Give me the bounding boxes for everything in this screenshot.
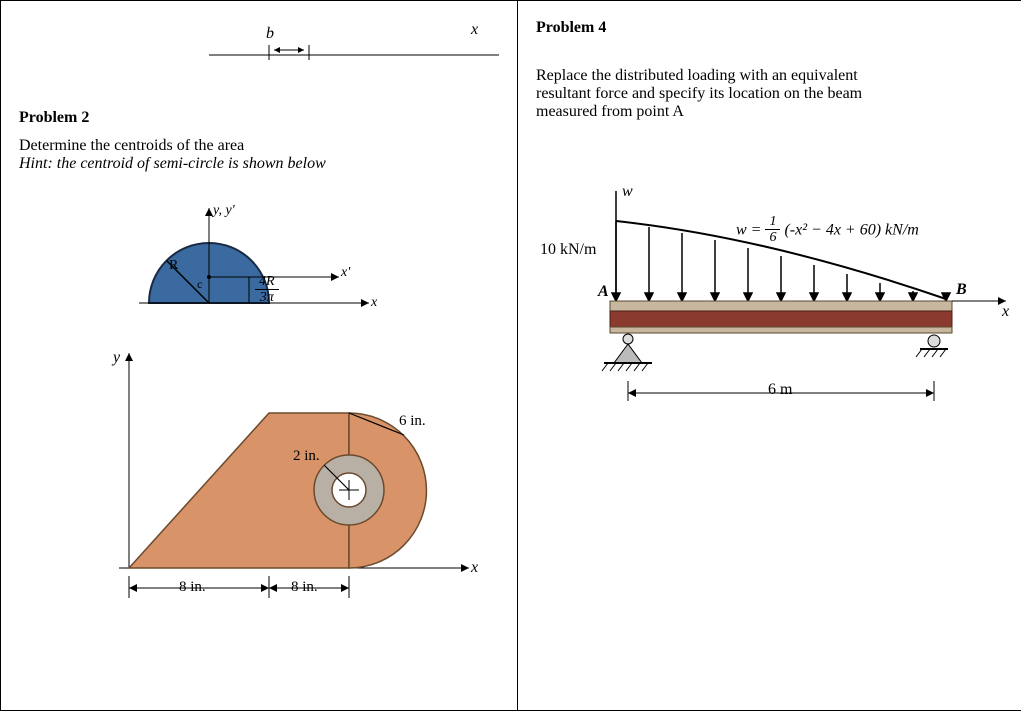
frac-den: 3π bbox=[255, 290, 279, 307]
centroid-fraction: 4R 3π bbox=[255, 275, 279, 307]
six-in-label: 6 in. bbox=[399, 413, 426, 430]
formula-rest: (-x² − 4x + 60) kN/m bbox=[784, 222, 918, 239]
problem4-title: Problem 4 bbox=[536, 19, 1016, 37]
y-label: y bbox=[113, 349, 120, 367]
frac-num: 4R bbox=[255, 275, 279, 290]
shape-svg bbox=[69, 343, 489, 623]
composite-shape-figure: y x 2 in. 6 in. 8 in. 8 in. bbox=[69, 343, 489, 623]
eight-in-right: 8 in. bbox=[291, 579, 318, 596]
x-beam-label: x bbox=[1002, 303, 1009, 321]
beam-figure: w 10 kN/m w = 1 6 (-x² − 4x + 60) kN/m A… bbox=[536, 181, 1016, 441]
hole-radius-label: 2 in. bbox=[293, 448, 320, 465]
formula-prefix: w = bbox=[736, 222, 765, 239]
problem2-hint: Hint: the centroid of semi-circle is sho… bbox=[19, 155, 499, 173]
x-semicircle-label: x bbox=[371, 295, 377, 311]
right-column: Problem 4 Replace the distributed loadin… bbox=[517, 0, 1021, 711]
xprime-label: x' bbox=[341, 265, 350, 281]
eight-in-left: 8 in. bbox=[179, 579, 206, 596]
w-label: w bbox=[622, 183, 633, 201]
formula: w = 1 6 (-x² − 4x + 60) kN/m bbox=[736, 215, 919, 247]
problem4-line2: resultant force and specify its location… bbox=[536, 85, 1016, 103]
six-m-label: 6 m bbox=[768, 381, 792, 399]
R-label: R bbox=[169, 258, 178, 274]
problem2-prompt: Determine the centroids of the area bbox=[19, 137, 499, 155]
problem4-line3: measured from point A bbox=[536, 103, 1016, 121]
b-label: b bbox=[266, 25, 274, 43]
problem2-title: Problem 2 bbox=[19, 109, 499, 127]
formula-den: 6 bbox=[765, 230, 780, 247]
c-label: c bbox=[197, 277, 202, 292]
left-column: b x Problem 2 Determine the centroids of… bbox=[0, 0, 517, 711]
semicircle-svg bbox=[109, 203, 409, 333]
formula-num: 1 bbox=[765, 215, 780, 230]
x-label: x bbox=[471, 559, 478, 577]
semicircle-figure: y, y' R c x' x 4R 3π bbox=[109, 203, 409, 333]
top-axis-sketch bbox=[19, 15, 499, 65]
A-label: A bbox=[598, 283, 609, 301]
problem4-line1: Replace the distributed loading with an … bbox=[536, 67, 1016, 85]
B-label: B bbox=[956, 281, 967, 299]
yy-label: y, y' bbox=[213, 203, 235, 219]
left-load-label: 10 kN/m bbox=[540, 241, 596, 259]
x-axis-top-label: x bbox=[471, 21, 478, 39]
